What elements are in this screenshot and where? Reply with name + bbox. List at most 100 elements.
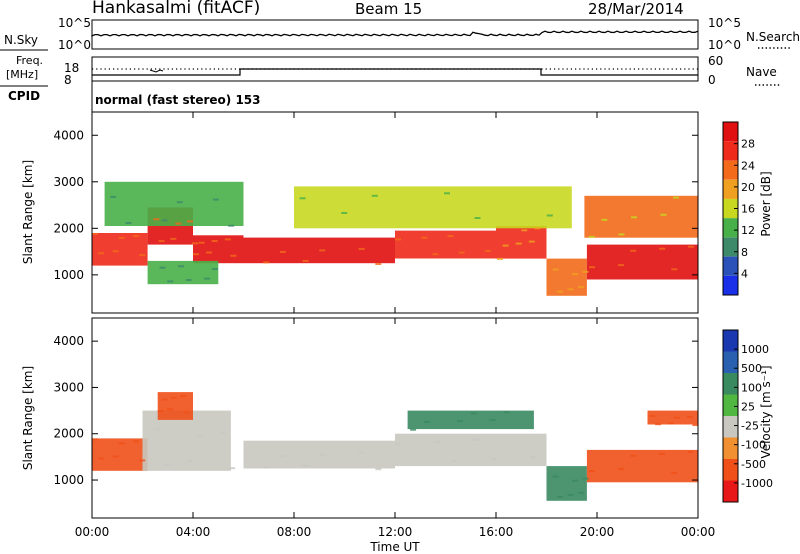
power-texture <box>230 254 237 257</box>
power-cbar-swatch <box>723 198 738 219</box>
power-band <box>104 181 244 226</box>
x-tick-label: 08:00 <box>277 525 312 539</box>
velocity-texture <box>582 477 589 480</box>
velocity-cbar-swatch <box>723 394 738 416</box>
cpid-label: CPID <box>8 89 40 103</box>
velocity-texture <box>630 454 637 457</box>
power-band <box>496 226 547 259</box>
time-axis: 00:00 04:00 08:00 12:00 16:00 20:00 00:00 <box>75 112 715 539</box>
beam-label: Beam 15 <box>355 0 422 18</box>
velocity-cbar-swatch <box>723 416 738 438</box>
power-texture <box>139 254 146 257</box>
power-texture <box>631 216 637 219</box>
power-cbar-swatch <box>723 141 738 161</box>
power-texture <box>497 257 503 260</box>
power-cbar-tick-label: 8 <box>741 246 748 259</box>
power-texture <box>185 279 192 281</box>
velocity-cbar-tick-label: -25 <box>741 420 759 433</box>
velocity-cbar-tick-label: -500 <box>741 458 766 471</box>
power-texture <box>567 288 574 291</box>
velocity-texture <box>659 452 666 455</box>
power-ytick-label: 3000 <box>53 175 84 189</box>
power-texture <box>279 250 286 253</box>
power-texture <box>319 249 326 252</box>
velocity-colorbar: 1000 500 100 25 -25 -100 -500 -1000 <box>722 329 773 503</box>
power-texture <box>178 265 184 268</box>
power-panel: 1000 2000 3000 4000 Slant Range [km] 28 24 20… <box>21 111 773 314</box>
nsky-label: N.Sky <box>4 33 38 47</box>
velocity-texture <box>473 438 480 441</box>
velocity-band <box>243 440 395 469</box>
velocity-band <box>546 466 587 501</box>
power-texture <box>572 273 578 276</box>
power-texture <box>92 233 98 235</box>
velocity-texture <box>157 409 164 412</box>
power-texture <box>578 286 584 289</box>
velocity-heatmap-cells <box>92 392 699 501</box>
power-band <box>147 260 219 285</box>
nave-label: Nave <box>746 65 777 79</box>
power-texture <box>546 214 553 217</box>
velocity-band <box>586 449 698 483</box>
velocity-texture <box>557 496 563 498</box>
velocity-y-axis: 1000 2000 3000 4000 <box>53 334 698 487</box>
power-texture <box>421 236 428 239</box>
velocity-texture <box>161 398 168 401</box>
velocity-texture <box>358 451 365 454</box>
power-texture <box>671 268 678 271</box>
freq-trace <box>92 68 698 76</box>
velocity-texture <box>319 453 326 456</box>
power-texture <box>484 249 491 252</box>
power-cbar-swatch <box>723 160 738 180</box>
power-texture <box>673 196 679 199</box>
power-texture <box>502 244 509 247</box>
power-texture <box>474 217 481 219</box>
power-cbar-tick-label: 16 <box>741 203 755 216</box>
power-texture <box>371 194 378 197</box>
power-texture <box>198 241 205 244</box>
velocity-texture <box>668 422 675 425</box>
power-texture <box>618 233 625 236</box>
velocity-texture <box>503 411 510 414</box>
velocity-texture <box>489 418 496 421</box>
power-texture <box>341 212 348 214</box>
power-texture <box>153 218 160 221</box>
nave-right-tick-top: 60 <box>708 54 723 68</box>
velocity-texture <box>552 475 559 478</box>
x-tick-label: 12:00 <box>378 525 413 539</box>
power-ylabel: Slant Range [km] <box>21 160 35 264</box>
velocity-texture <box>673 416 680 419</box>
velocity-texture <box>578 491 584 494</box>
velocity-cbar-swatch <box>723 351 738 373</box>
power-colorbar: 28 24 20 16 12 8 4 <box>722 121 755 296</box>
velocity-texture <box>179 395 186 398</box>
power-cbar-swatch <box>723 275 738 295</box>
power-ytick-label: 2000 <box>53 221 84 235</box>
power-texture <box>528 240 535 243</box>
power-texture <box>263 261 270 264</box>
date-label: 28/Mar/2014 <box>588 0 684 18</box>
nsky-panel: N.Sky 10^5 10^0 10^5 10^0 N.Search <box>0 16 800 52</box>
x-tick-label: 00:00 <box>75 525 110 539</box>
velocity-band <box>395 433 547 467</box>
velocity-texture <box>655 423 662 426</box>
power-cbar-tick-label: 4 <box>741 267 748 280</box>
velocity-ytick-label: 2000 <box>53 427 84 441</box>
velocity-texture <box>133 440 140 443</box>
velocity-texture <box>375 468 382 471</box>
power-band <box>546 258 587 296</box>
power-texture <box>552 268 559 271</box>
freq-unit-label: [MHz] <box>6 68 38 81</box>
power-texture <box>557 290 563 293</box>
power-texture <box>521 229 528 232</box>
velocity-cbar-swatch <box>723 480 738 502</box>
velocity-texture <box>302 464 309 467</box>
velocity-texture <box>434 440 441 443</box>
velocity-cbar-swatch <box>723 373 738 395</box>
power-texture <box>192 242 199 245</box>
velocity-texture <box>692 424 699 427</box>
power-cbar-swatch <box>723 256 738 276</box>
power-cbar-swatch <box>723 237 738 257</box>
velocity-cbar-tick-label: -1000 <box>741 477 773 490</box>
power-cbar-swatch <box>723 218 738 238</box>
